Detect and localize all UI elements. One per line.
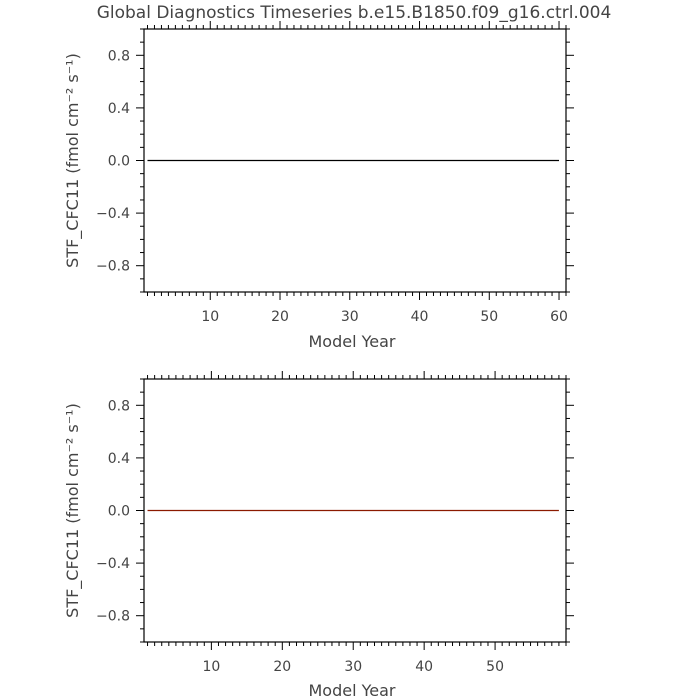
- x-tick-label: 20: [271, 309, 289, 325]
- y-tick-label: 0.4: [108, 451, 130, 467]
- y-tick-label: 0.0: [108, 504, 130, 520]
- chart-title: Global Diagnostics Timeseries b.e15.B185…: [97, 3, 612, 23]
- y-tick-label: 0.4: [108, 101, 130, 117]
- x-tick-label: 20: [273, 659, 291, 675]
- y-tick-label: 0.0: [108, 154, 130, 170]
- y-axis-label: STF_CFC11 (fmol cm⁻² s⁻¹): [63, 403, 83, 618]
- x-tick-label: 10: [202, 659, 220, 675]
- y-tick-label: −0.4: [96, 206, 130, 222]
- y-tick-label: −0.4: [96, 556, 130, 572]
- x-tick-label: 50: [486, 659, 504, 675]
- y-tick-label: 0.8: [108, 48, 130, 64]
- x-tick-label: 30: [341, 309, 359, 325]
- x-tick-label: 30: [344, 659, 362, 675]
- x-tick-label: 50: [480, 309, 498, 325]
- x-tick-label: 40: [411, 309, 429, 325]
- x-axis-label: Model Year: [309, 332, 396, 351]
- y-tick-label: −0.8: [96, 259, 130, 275]
- x-tick-label: 40: [415, 659, 433, 675]
- panel-top: 10 20 30 40 50 60 −0.8 −0.4 0.0 0.4 0.8 Model Year S…: [63, 21, 574, 351]
- x-tick-label: 60: [550, 309, 568, 325]
- y-tick-label: 0.8: [108, 398, 130, 414]
- y-tick-label: −0.8: [96, 609, 130, 625]
- panel-bottom: 10 20 30 40 50 −0.8 −0.4 0.0 0.4 0.8 Model Year STF…: [63, 371, 574, 700]
- x-axis-label: Model Year: [309, 681, 396, 700]
- x-tick-label: 10: [201, 309, 219, 325]
- y-axis-label: STF_CFC11 (fmol cm⁻² s⁻¹): [63, 53, 83, 268]
